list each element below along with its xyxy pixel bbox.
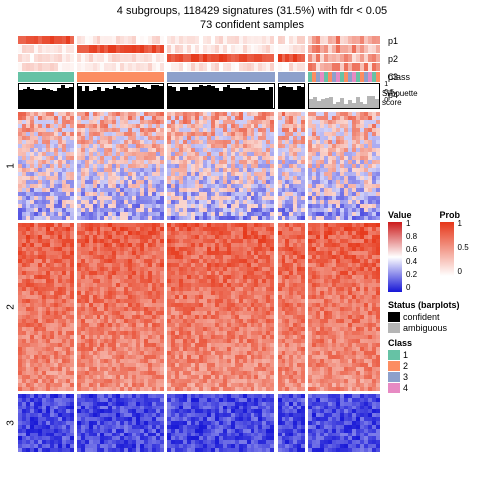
class-legend-item: 4 <box>388 383 412 393</box>
prob-track-p2: p2 <box>18 45 380 53</box>
prob-legend: Prob 10.50 <box>440 210 461 292</box>
silhouette-label: Silhouettescore <box>382 89 428 107</box>
value-legend: Value 10.80.60.40.20 <box>388 210 412 292</box>
class-track: Class <box>18 72 380 82</box>
prob-label-p2: p2 <box>388 54 398 64</box>
class-legend-item: 3 <box>388 372 412 382</box>
prob-track-p3: p3 <box>18 54 380 62</box>
heatmap-block-label: 1 <box>5 163 16 169</box>
title-line-2: 73 confident samples <box>0 18 504 32</box>
silhouette-track: 10.50Silhouettescore <box>18 83 380 109</box>
prob-gradient: 10.50 <box>440 222 454 276</box>
heatmap-block-label: 3 <box>5 420 16 426</box>
status-legend: Status (barplots) confidentambiguous <box>388 300 460 334</box>
legends: Value 10.80.60.40.20 Prob 10.50 Status (… <box>388 210 500 402</box>
prob-track-p4: p4 <box>18 63 380 71</box>
value-gradient: 10.80.60.40.20 <box>388 222 402 292</box>
class-legend: Class 1234 <box>388 338 412 394</box>
main-plot-area: p1p2p3p4Class10.50Silhouettescore 123 <box>18 36 380 455</box>
class-legend-item: 2 <box>388 361 412 371</box>
heatmap-block-3: 3 <box>18 394 380 452</box>
heatmap-block-1: 1 <box>18 112 380 220</box>
status-legend-item: ambiguous <box>388 323 460 333</box>
title-block: 4 subgroups, 118429 signatures (31.5%) w… <box>0 0 504 32</box>
status-legend-item: confident <box>388 312 460 322</box>
title-line-1: 4 subgroups, 118429 signatures (31.5%) w… <box>0 4 504 18</box>
heatmap-block-label: 2 <box>5 304 16 310</box>
prob-track-p1: p1 <box>18 36 380 44</box>
class-legend-item: 1 <box>388 350 412 360</box>
heatmap-block-2: 2 <box>18 223 380 391</box>
prob-label-p1: p1 <box>388 36 398 46</box>
